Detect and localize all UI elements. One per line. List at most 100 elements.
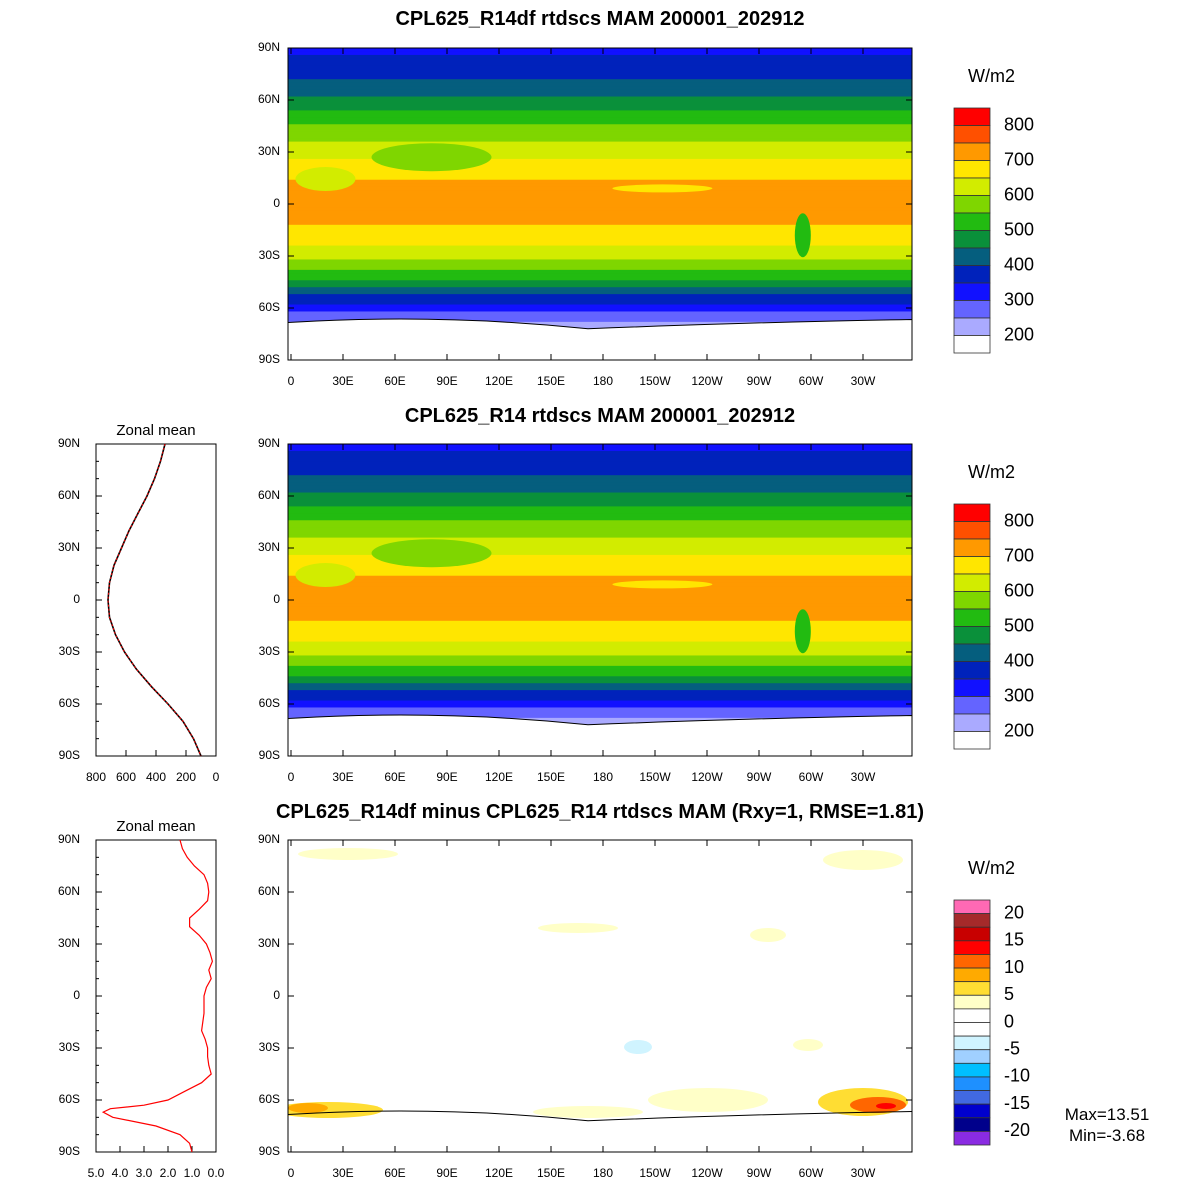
lat-tick-label: 0 xyxy=(273,196,280,210)
zonal-x-label: 3.0 xyxy=(136,1166,153,1180)
colorbar-difference-box xyxy=(953,1062,991,1078)
latitude-band xyxy=(288,648,912,653)
latitude-band xyxy=(288,444,912,449)
africa-land-field xyxy=(295,563,356,588)
lon-tick-label: 120E xyxy=(485,770,513,784)
latitude-band xyxy=(288,468,912,473)
zonal-lat-label: 0 xyxy=(73,988,80,1002)
anomaly-region xyxy=(298,848,398,860)
latitude-band xyxy=(288,530,912,535)
colorbar-top-box xyxy=(953,317,991,336)
latitude-band xyxy=(288,638,912,643)
lat-tick-label: 60N xyxy=(258,92,280,106)
latitude-band xyxy=(288,575,912,580)
latitude-band xyxy=(288,290,912,295)
latitude-band xyxy=(288,155,912,160)
colorbar-difference-box xyxy=(953,899,991,915)
colorbar-top-label: 800 xyxy=(1004,114,1034,134)
latitude-band xyxy=(288,596,912,601)
zonal-x-label: 800 xyxy=(86,770,106,784)
latitude-band xyxy=(288,447,912,452)
colorbar-difference-box xyxy=(953,926,991,942)
colorbar-difference-label: 20 xyxy=(1004,902,1024,922)
colorbar-top-label: 500 xyxy=(1004,219,1034,239)
latitude-band xyxy=(288,527,912,532)
latitude-band xyxy=(288,655,912,660)
unit-label-top: W/m2 xyxy=(968,66,1015,86)
latitude-band xyxy=(288,96,912,101)
zonal-lat-label: 30S xyxy=(59,1040,80,1054)
colorbar-middle-box xyxy=(953,696,991,715)
colorbar-middle-box xyxy=(953,591,991,610)
latitude-band xyxy=(288,176,912,181)
zonal-lat-label: 60S xyxy=(59,1092,80,1106)
latitude-band xyxy=(288,707,912,712)
latitude-band xyxy=(288,624,912,629)
colorbar-top-box xyxy=(953,300,991,319)
latitude-band xyxy=(288,627,912,632)
zonal-mean-line-diff xyxy=(101,839,214,1153)
anomaly-region xyxy=(823,850,903,870)
latitude-band xyxy=(288,475,912,480)
latitude-band xyxy=(288,464,912,469)
map-background xyxy=(288,840,912,1152)
anomaly-region xyxy=(876,1103,896,1109)
colorbar-top-box xyxy=(953,212,991,231)
lat-tick-label: 0 xyxy=(273,988,280,1002)
lon-tick-label: 120E xyxy=(485,374,513,388)
lat-tick-label: 30S xyxy=(259,248,280,262)
lon-tick-label: 60E xyxy=(384,374,405,388)
latitude-band xyxy=(288,131,912,136)
latitude-band xyxy=(288,304,912,309)
latitude-band xyxy=(288,120,912,125)
latitude-band xyxy=(288,152,912,157)
latitude-band xyxy=(288,266,912,271)
colorbar-middle-box xyxy=(953,626,991,645)
colorbar-difference-box xyxy=(953,1022,991,1037)
zonal-lat-label: 90N xyxy=(58,832,80,846)
latitude-band xyxy=(288,561,912,566)
lat-tick-label: 30N xyxy=(258,540,280,554)
latitude-band xyxy=(288,457,912,462)
colorbar-middle-box xyxy=(953,573,991,592)
map-panel-0 xyxy=(287,47,913,361)
africa-land-field xyxy=(295,167,356,192)
latitude-band xyxy=(288,548,912,553)
colorbar-top-box xyxy=(953,107,991,126)
lon-tick-label: 150E xyxy=(537,374,565,388)
latitude-band xyxy=(288,311,912,316)
lon-tick-label: 0 xyxy=(288,770,295,784)
latitude-band xyxy=(288,489,912,494)
latitude-band xyxy=(288,686,912,691)
latitude-band xyxy=(288,617,912,622)
lon-tick-label: 90E xyxy=(436,1166,457,1180)
map-panel-2 xyxy=(287,839,913,1153)
latitude-band xyxy=(288,318,912,323)
latitude-band xyxy=(288,314,912,319)
colorbar-middle-label: 500 xyxy=(1004,615,1034,635)
lat-tick-label: 90N xyxy=(258,40,280,54)
zonal-lat-label: 30N xyxy=(58,540,80,554)
colorbar-middle-label: 300 xyxy=(1004,685,1034,705)
lon-tick-label: 90W xyxy=(747,1166,772,1180)
zonal-x-label: 0 xyxy=(213,770,220,784)
colorbar-difference-box xyxy=(953,981,991,996)
latitude-band xyxy=(288,325,912,330)
antarctica-outline xyxy=(288,318,912,360)
map-panel-1 xyxy=(287,443,913,757)
zonal-x-label: 1.0 xyxy=(184,1166,201,1180)
zonal-lat-label: 60N xyxy=(58,488,80,502)
colorbar-difference-label: -10 xyxy=(1004,1066,1030,1086)
lat-tick-label: 30S xyxy=(259,1040,280,1054)
colorbar-middle-box xyxy=(953,713,991,732)
anomaly-region xyxy=(793,1039,823,1051)
latitude-band xyxy=(288,61,912,66)
latitude-band xyxy=(288,207,912,212)
lon-tick-label: 120W xyxy=(691,1166,723,1180)
latitude-band xyxy=(288,565,912,570)
latitude-band xyxy=(288,141,912,146)
latitude-band xyxy=(288,554,912,559)
latitude-band xyxy=(288,672,912,677)
latitude-band xyxy=(288,48,912,53)
latitude-band xyxy=(288,280,912,285)
